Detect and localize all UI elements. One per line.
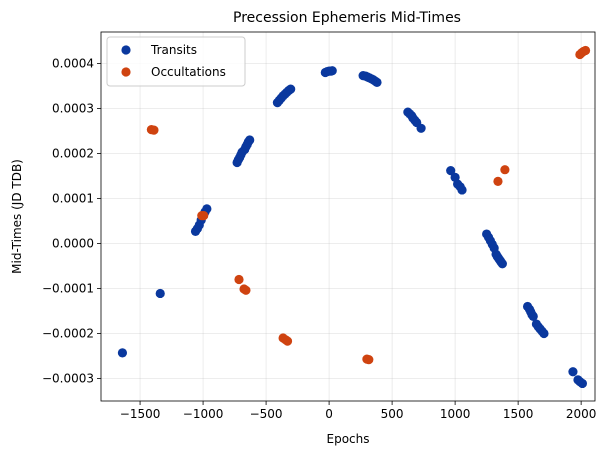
legend-label-transits: Transits — [150, 43, 197, 57]
x-tick-label: −1500 — [120, 407, 161, 421]
occultation-point — [364, 355, 374, 365]
transit-point — [539, 328, 549, 339]
transit-point — [117, 348, 128, 358]
legend: Transits Occultations — [106, 36, 246, 87]
occultation-point — [199, 211, 209, 221]
transit-point — [245, 135, 255, 145]
x-axis-label: Epochs — [327, 432, 370, 446]
occultation-point — [580, 45, 591, 56]
x-tick-label: −500 — [250, 407, 283, 421]
legend-label-occultations: Occultations — [151, 65, 226, 79]
occultation-point — [500, 165, 510, 175]
y-tick-label: 0.0001 — [52, 192, 94, 206]
y-tick-label: 0.0000 — [52, 237, 94, 251]
y-tick-label: 0.0003 — [52, 102, 94, 116]
y-tick-label: −0.0003 — [42, 372, 94, 386]
x-tick-label: 1500 — [503, 407, 534, 421]
data-points — [117, 45, 591, 389]
transit-point — [372, 77, 382, 87]
y-axis-label: Mid-Times (JD TDB) — [10, 159, 24, 274]
series-occultations — [146, 45, 591, 365]
x-tick-label: −1000 — [183, 407, 224, 421]
x-tick-label: 2000 — [566, 407, 597, 421]
occultation-point — [282, 336, 293, 346]
transit-point — [155, 288, 165, 299]
plot-area-frame — [100, 31, 596, 402]
y-tick-label: 0.0002 — [52, 147, 94, 161]
transit-point — [446, 166, 456, 176]
transit-point — [286, 84, 296, 94]
series-transits — [117, 66, 587, 389]
x-axis-ticks: −1500 −1000 −500 0 500 1000 1500 2000 — [120, 401, 597, 421]
occultation-point — [241, 285, 251, 295]
transit-point — [457, 185, 467, 195]
occultation-point — [149, 125, 159, 135]
legend-box — [106, 36, 246, 87]
y-tick-label: −0.0002 — [42, 327, 94, 341]
y-tick-label: 0.0004 — [52, 57, 94, 71]
y-axis-ticks: −0.0003 −0.0002 −0.0001 0.0000 0.0001 0.0002 0… — [42, 57, 101, 386]
x-tick-label: 1000 — [440, 407, 471, 421]
transit-point — [497, 259, 507, 269]
transit-point — [568, 367, 578, 377]
legend-marker-occultations — [121, 67, 131, 77]
transit-point — [416, 123, 426, 133]
transit-point — [577, 378, 587, 389]
y-tick-label: −0.0001 — [42, 282, 94, 296]
occultation-point — [234, 274, 244, 285]
x-tick-label: 500 — [381, 407, 404, 421]
legend-marker-transits — [121, 45, 131, 55]
transit-point — [528, 311, 538, 321]
occultation-point — [493, 176, 503, 186]
grid-lines — [101, 32, 595, 401]
x-tick-label: 0 — [325, 407, 333, 421]
transit-point — [327, 66, 337, 76]
chart-title: Precession Ephemeris Mid-Times — [233, 10, 461, 26]
